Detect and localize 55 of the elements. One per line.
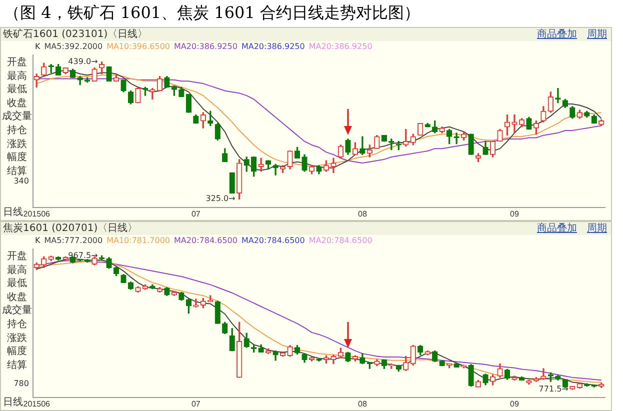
x-tick-label: 07 <box>191 399 201 408</box>
chart-subtitle: 焦炭1601 (020701)〈日线〉 <box>3 223 138 234</box>
text: 商品叠加 <box>537 223 577 234</box>
text: MA20:784.6500 <box>241 236 305 245</box>
series-label: MA5:777.2000 <box>44 236 103 245</box>
text: 开盘 <box>6 250 28 263</box>
text: 收盘 <box>6 96 28 110</box>
text: 结算 <box>6 164 28 178</box>
text: 幅度 <box>6 150 28 164</box>
text: 结算 <box>6 358 28 372</box>
x-tick-label: 08 <box>358 399 368 408</box>
x-tick-label: 07 <box>191 209 201 218</box>
text: MA20:784.6500 <box>308 236 372 245</box>
text: 成交量 <box>2 110 32 124</box>
text: MA5:392.2000 <box>44 42 103 51</box>
x-tick-label: 08 <box>358 209 368 218</box>
text: 持仓 <box>6 318 28 331</box>
text: 商品叠加 <box>537 29 577 40</box>
candlestick <box>512 114 518 134</box>
text: 幅度 <box>6 344 28 358</box>
text: 最低 <box>6 83 28 96</box>
text: 最低 <box>6 277 28 290</box>
text: 日线 <box>3 396 23 409</box>
text: MA20:784.6500 <box>174 236 238 245</box>
x-tick-label: 201506 <box>23 399 51 408</box>
text: 最高 <box>6 264 28 277</box>
annotation: 771.5→ <box>538 384 569 394</box>
text: MA20:386.9250 <box>308 42 372 51</box>
text: 周期 <box>587 29 607 40</box>
candlestick <box>258 158 264 172</box>
chart-subtitle: 铁矿石1601 (023101)〈日线〉 <box>3 29 148 40</box>
series-label: MA10:781.7000 <box>106 236 170 245</box>
annotation: 325.0→ <box>206 194 236 204</box>
text: K <box>35 236 40 245</box>
text: K <box>35 42 40 51</box>
text: MA20:386.9250 <box>174 42 238 51</box>
x-tick-label: 09 <box>510 209 520 218</box>
text: 周期 <box>587 223 607 234</box>
chart-title: （图 4，铁矿石 1601、焦炭 1601 合约日线走势对比图） <box>4 3 420 24</box>
x-tick-label: 201506 <box>23 209 51 218</box>
text: MA20:386.9250 <box>241 42 305 51</box>
text: 成交量 <box>2 304 32 318</box>
annotation: 439.0→ <box>68 56 98 66</box>
text: 涨跌 <box>6 332 28 345</box>
text: 日线 <box>3 206 23 219</box>
text: 收盘 <box>6 290 28 304</box>
text: MA10:396.6500 <box>106 42 170 51</box>
annotation: 967.5→ <box>68 250 98 260</box>
text: 涨跌 <box>6 138 28 151</box>
text: 最高 <box>6 70 28 83</box>
text: 开盘 <box>6 56 28 69</box>
text: 780 <box>14 379 29 388</box>
x-tick-label: 09 <box>510 399 520 408</box>
text: 持仓 <box>6 124 28 137</box>
text: 340 <box>14 176 29 186</box>
